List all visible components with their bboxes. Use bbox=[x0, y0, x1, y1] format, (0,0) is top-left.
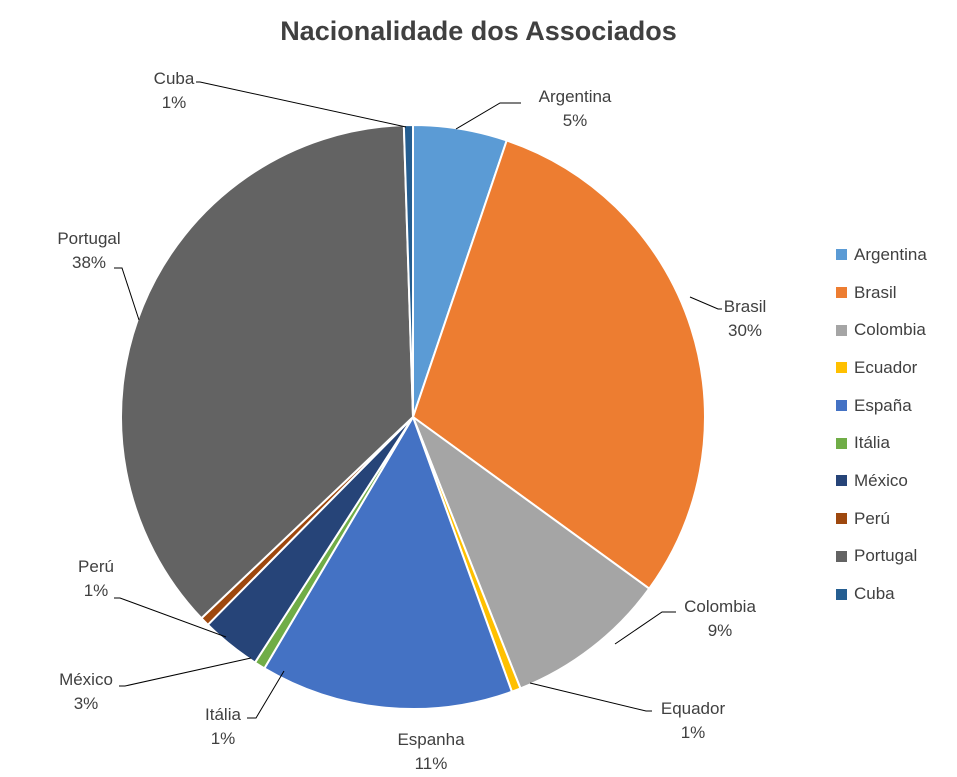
legend-swatch bbox=[836, 362, 847, 374]
data-label-name: Itália bbox=[205, 705, 241, 724]
leader-line bbox=[114, 267, 140, 321]
leader-line bbox=[247, 670, 285, 719]
legend-item: Perú bbox=[836, 500, 927, 538]
data-label-percent: 5% bbox=[563, 111, 588, 130]
legend-swatch bbox=[836, 513, 847, 525]
legend-label: Argentina bbox=[854, 244, 927, 264]
data-label-percent: 1% bbox=[162, 93, 187, 112]
legend-swatch bbox=[836, 550, 847, 562]
data-label-name: Equador bbox=[661, 699, 726, 718]
legend-label: Portugal bbox=[854, 546, 918, 566]
legend-item: Ecuador bbox=[836, 349, 927, 387]
data-label-name: Argentina bbox=[539, 87, 612, 106]
legend-swatch bbox=[836, 324, 847, 336]
leader-line bbox=[114, 597, 227, 638]
data-label-name: México bbox=[59, 670, 113, 689]
leader-line bbox=[455, 102, 521, 130]
legend-label: Perú bbox=[854, 508, 890, 528]
legend-item: Portugal bbox=[836, 538, 927, 576]
legend-swatch bbox=[836, 287, 847, 299]
legend-item: España bbox=[836, 387, 927, 425]
legend-swatch bbox=[836, 437, 847, 449]
data-label-percent: 9% bbox=[708, 621, 733, 640]
data-label-percent: 1% bbox=[211, 729, 236, 748]
pie-slice-brasil bbox=[411, 139, 706, 591]
legend-label: España bbox=[854, 395, 912, 415]
data-label-percent: 30% bbox=[728, 321, 762, 340]
chart-title: Nacionalidade dos Associados bbox=[280, 16, 677, 46]
data-label-percent: 3% bbox=[74, 694, 99, 713]
legend-item: Colombia bbox=[836, 311, 927, 349]
data-label-name: Portugal bbox=[57, 229, 120, 248]
legend: Argentina Brasil Colombia Ecuador España Itál… bbox=[836, 236, 927, 613]
data-label-name: Perú bbox=[78, 557, 114, 576]
legend-swatch bbox=[836, 249, 847, 261]
legend-label: Colombia bbox=[854, 320, 926, 340]
leader-line bbox=[614, 611, 676, 645]
legend-swatch bbox=[836, 400, 847, 412]
data-label-percent: 11% bbox=[415, 754, 448, 773]
data-label-name: Espanha bbox=[397, 730, 465, 749]
leader-line bbox=[529, 682, 652, 712]
legend-item: Brasil bbox=[836, 274, 927, 312]
data-label-percent: 1% bbox=[681, 723, 706, 742]
legend-item: Cuba bbox=[836, 575, 927, 613]
data-label-percent: 38% bbox=[72, 253, 106, 272]
leader-line bbox=[196, 81, 407, 128]
legend-swatch bbox=[836, 475, 847, 487]
legend-label: México bbox=[854, 470, 908, 490]
legend-label: Cuba bbox=[854, 584, 895, 604]
pie-slice-portugal bbox=[120, 124, 415, 620]
leader-line bbox=[689, 296, 722, 310]
legend-item: Argentina bbox=[836, 236, 927, 274]
pie-slice-colombia bbox=[410, 414, 651, 690]
legend-label: Itália bbox=[854, 433, 890, 453]
data-label-percent: 1% bbox=[84, 581, 109, 600]
data-label-name: Colombia bbox=[684, 597, 756, 616]
legend-item: México bbox=[836, 462, 927, 500]
data-label-name: Brasil bbox=[724, 297, 767, 316]
pie-slice-españa bbox=[262, 414, 514, 710]
legend-item: Itália bbox=[836, 424, 927, 462]
leader-line bbox=[119, 657, 252, 687]
legend-label: Ecuador bbox=[854, 357, 918, 377]
legend-label: Brasil bbox=[854, 282, 897, 302]
legend-swatch bbox=[836, 588, 847, 600]
data-label-name: Cuba bbox=[154, 69, 195, 88]
pie-slice-cuba bbox=[402, 123, 414, 418]
